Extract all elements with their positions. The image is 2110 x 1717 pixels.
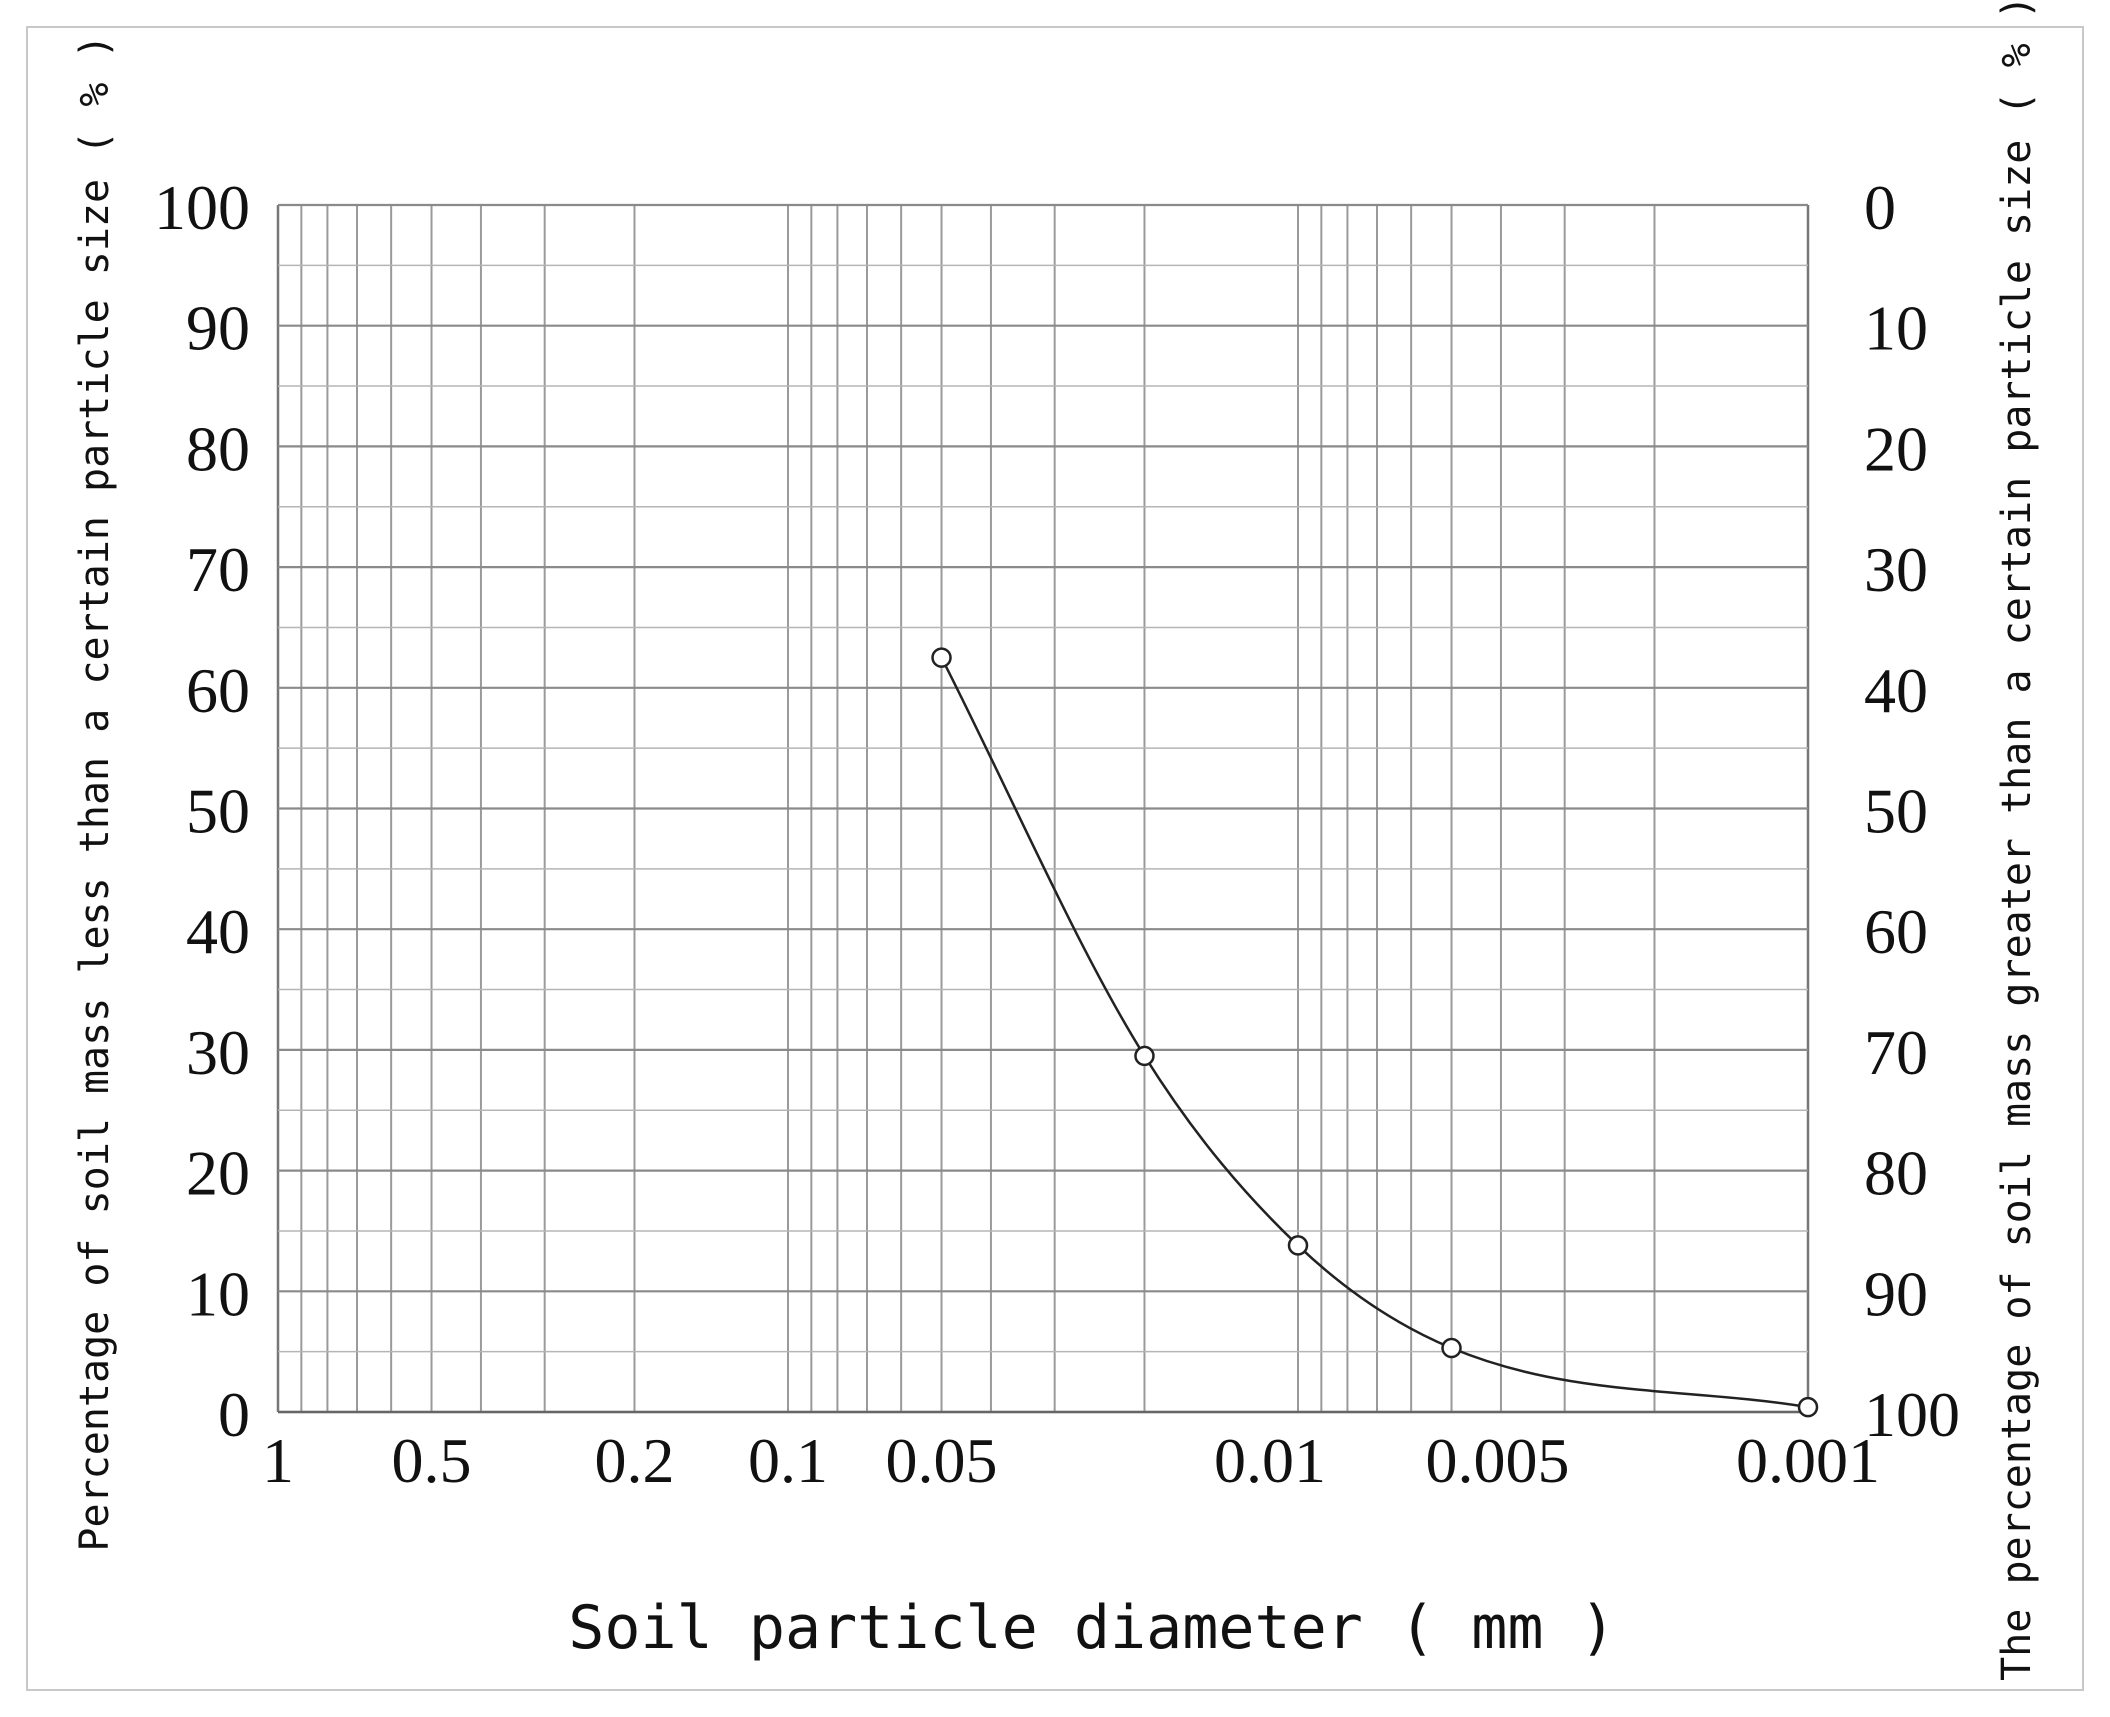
x-tick-label: 0.2 xyxy=(594,1425,674,1496)
data-point xyxy=(1287,1235,1309,1256)
y-right-tick-label: 10 xyxy=(1864,293,1928,364)
data-point xyxy=(1797,1396,1819,1418)
y-left-tick-label: 10 xyxy=(186,1258,250,1329)
y-left-tick-label: 30 xyxy=(186,1017,250,1088)
x-tick-labels: 1 0.5 0.2 0.1 0.05 0.01 0.005 0.001 xyxy=(262,1425,1880,1496)
y-right-tick-label: 0 xyxy=(1864,172,1896,243)
y-left-tick-label: 40 xyxy=(186,896,250,967)
y-right-tick-label: 20 xyxy=(1864,413,1928,484)
data-point xyxy=(1134,1045,1155,1067)
y-left-tick-label: 0 xyxy=(218,1379,250,1450)
y-left-tick-label: 20 xyxy=(186,1138,250,1209)
y-right-tick-label: 70 xyxy=(1864,1017,1928,1088)
series-line xyxy=(940,657,1809,1409)
curve-layer xyxy=(931,647,1819,1418)
x-axis-title: Soil particle diameter ( mm ) xyxy=(568,1593,1616,1663)
y-right-tick-label: 40 xyxy=(1864,655,1928,726)
y-left-tick-labels: 0 10 20 30 40 50 60 70 80 90 100 xyxy=(154,172,250,1450)
y-right-tick-label: 60 xyxy=(1864,896,1928,967)
y-right-tick-label: 80 xyxy=(1864,1138,1928,1209)
y-left-tick-label: 80 xyxy=(186,413,250,484)
x-tick-label: 0.001 xyxy=(1736,1425,1880,1496)
grid xyxy=(276,203,1810,1414)
y-right-tick-label: 90 xyxy=(1864,1258,1928,1329)
x-tick-label: 0.1 xyxy=(748,1425,828,1496)
x-tick-label: 0.05 xyxy=(886,1425,998,1496)
x-tick-label: 0.01 xyxy=(1214,1425,1326,1496)
data-point xyxy=(1441,1337,1462,1359)
x-tick-label: 0.5 xyxy=(392,1425,472,1496)
y-axis-right-title: The percentage of soil mass greater than… xyxy=(1994,0,2040,1681)
x-tick-label: 0.005 xyxy=(1426,1425,1570,1496)
y-right-tick-label: 50 xyxy=(1864,776,1928,847)
y-left-tick-label: 90 xyxy=(186,293,250,364)
x-tick-label: 1 xyxy=(262,1425,294,1496)
y-left-tick-label: 60 xyxy=(186,655,250,726)
y-right-tick-label: 100 xyxy=(1864,1379,1960,1450)
y-right-tick-label: 30 xyxy=(1864,534,1928,605)
y-left-tick-label: 50 xyxy=(186,776,250,847)
y-left-tick-label: 70 xyxy=(186,534,250,605)
data-point xyxy=(931,647,952,668)
chart-frame xyxy=(26,26,2084,1691)
y-left-tick-label: 100 xyxy=(154,172,250,243)
y-axis-left-title: Percentage of soil mass less than a cert… xyxy=(72,34,118,1551)
